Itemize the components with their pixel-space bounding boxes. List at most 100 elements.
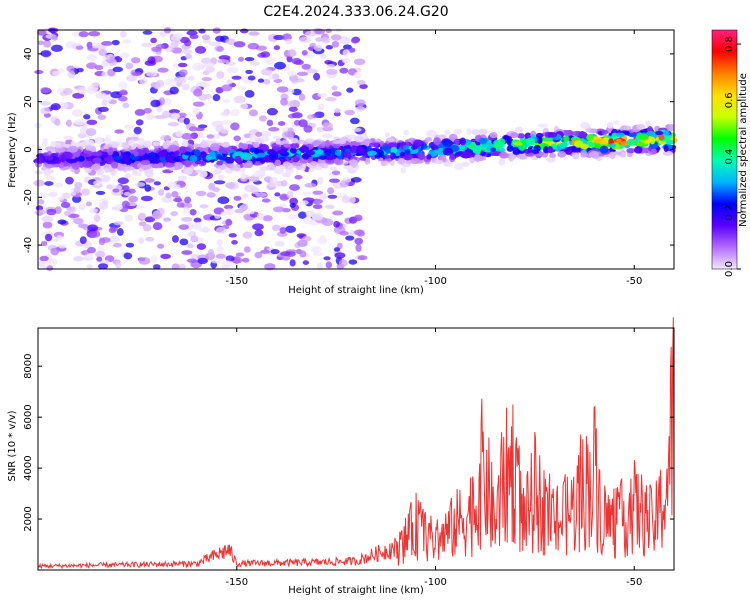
heatmap-cell (287, 88, 295, 94)
colorbar-tick-label: 0.0 (724, 261, 735, 277)
heatmap-cell (318, 159, 324, 164)
heatmap-cell (144, 216, 156, 223)
heatmap-cell (327, 194, 338, 199)
heatmap-cell (244, 89, 255, 98)
heatmap-cell (223, 204, 234, 210)
heatmap-cell (111, 141, 119, 148)
heatmap-cell (318, 193, 328, 200)
heatmap-cell (220, 111, 230, 117)
x-tick-label: -50 (626, 276, 642, 287)
heatmap-cell (181, 83, 190, 91)
heatmap-cell (291, 161, 303, 167)
heatmap-cell (356, 80, 366, 85)
heatmap-cell (124, 214, 134, 222)
heatmap-cell (159, 31, 167, 37)
heatmap-cell (359, 83, 368, 89)
heatmap-cell (322, 122, 334, 130)
heatmap-cell (52, 70, 61, 76)
heatmap-cell (88, 208, 98, 214)
heatmap-cell (54, 147, 66, 153)
heatmap-cell (34, 70, 44, 75)
heatmap-cell (187, 75, 195, 81)
heatmap-cell (329, 166, 338, 171)
heatmap-cell (230, 122, 240, 131)
heatmap-cell (389, 152, 396, 160)
heatmap-cell (325, 261, 333, 269)
heatmap-cell (351, 127, 362, 132)
heatmap-cell (305, 30, 317, 37)
heatmap-cell (389, 160, 395, 166)
heatmap-cell (131, 71, 143, 76)
heatmap-cell (291, 57, 302, 65)
heatmap-cell (289, 147, 297, 154)
heatmap-cell (124, 124, 134, 130)
heatmap-cell (469, 156, 476, 164)
heatmap-cell (368, 142, 379, 147)
heatmap-cell (525, 137, 535, 146)
heatmap-cell (354, 135, 365, 143)
heatmap-cell (262, 215, 273, 222)
heatmap-cell (314, 28, 326, 35)
colorbar-tick-label: 0.4 (724, 149, 735, 165)
heatmap-cell (221, 119, 232, 125)
heatmap-cell (307, 114, 314, 120)
heatmap-cell (111, 161, 119, 169)
heatmap-cell (224, 208, 235, 216)
heatmap-cell (119, 52, 130, 59)
heatmap-cell (43, 169, 52, 177)
heatmap-cell (325, 204, 335, 209)
heatmap-cell (143, 107, 152, 114)
heatmap-cell (302, 217, 314, 224)
heatmap-cell (215, 253, 226, 259)
snr-line (37, 317, 675, 570)
heatmap-cell (322, 133, 333, 139)
heatmap-cell (193, 149, 201, 157)
heatmap-cell (78, 203, 86, 211)
heatmap-cell (276, 86, 289, 93)
heatmap-cell (274, 159, 282, 167)
heatmap-cell (349, 134, 356, 140)
heatmap-cell (355, 243, 362, 252)
heatmap-cell (326, 64, 336, 69)
heatmap-cell (203, 62, 215, 68)
heatmap-cell (351, 176, 362, 183)
heatmap-cell (349, 145, 359, 154)
heatmap-cell (239, 152, 251, 160)
heatmap-cell (247, 75, 256, 81)
heatmap-cell (57, 196, 65, 201)
heatmap-cell (77, 155, 85, 162)
heatmap-cell (321, 36, 331, 44)
snr-panel: -150 -100 -50 2000 4000 6000 8000 Height of s… (7, 317, 675, 596)
heatmap-cell (317, 93, 328, 98)
heatmap-cell (144, 184, 152, 192)
heatmap-cell (176, 202, 185, 208)
heatmap-cell (230, 108, 240, 117)
heatmap-cell (170, 40, 179, 48)
heatmap-cell (184, 196, 192, 204)
heatmap-cell (134, 109, 146, 116)
heatmap-cell (199, 204, 209, 209)
heatmap-cell (73, 256, 84, 262)
heatmap-cell (616, 138, 622, 144)
heatmap-cell (343, 165, 353, 170)
heatmap-cell (279, 193, 290, 201)
heatmap-cell (252, 172, 261, 178)
heatmap-cell (222, 260, 234, 267)
heatmap-cell (138, 237, 145, 245)
heatmap-cell (217, 174, 225, 181)
heatmap-cell (350, 37, 360, 44)
heatmap-cell (67, 213, 80, 219)
heatmap-cell (114, 204, 123, 210)
heatmap-cell (325, 139, 331, 148)
snr-series (37, 317, 675, 570)
heatmap-cell (218, 55, 231, 61)
colorbar-gradient (711, 29, 738, 270)
heatmap-cell (626, 148, 636, 154)
heatmap-cell (225, 255, 235, 262)
heatmap-cell (449, 153, 455, 160)
heatmap-cell (101, 71, 109, 78)
heatmap-cell (346, 87, 354, 93)
heatmap-cell (93, 214, 101, 223)
heatmap-cell (140, 195, 153, 202)
heatmap-cell (86, 62, 97, 70)
